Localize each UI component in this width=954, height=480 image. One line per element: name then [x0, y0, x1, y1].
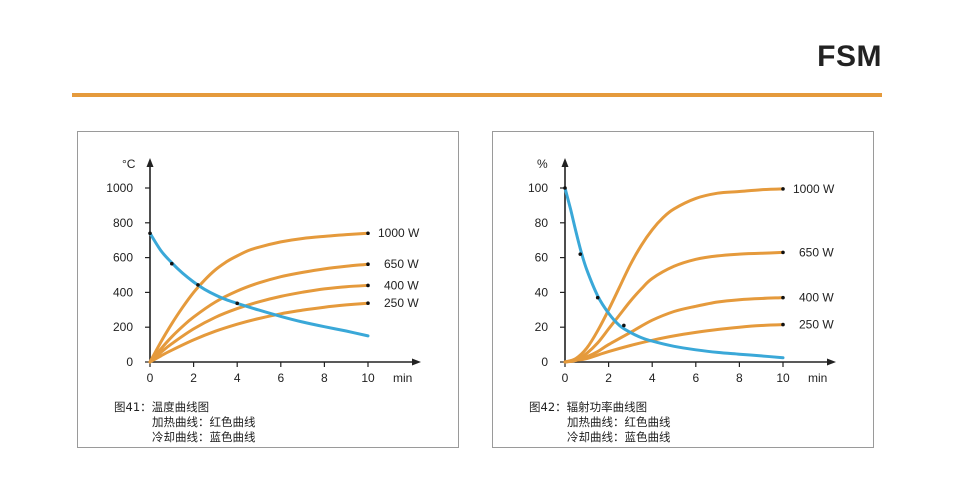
radiation-chart-panel: 0 20 40 60 80 100 0 2 4 6 8 10% min 1000 W 650 W 400 W 2… — [492, 131, 874, 448]
curve-marker-dot — [366, 231, 370, 236]
x-tick-label: 2 — [605, 371, 612, 385]
x-axis-arrow — [827, 358, 836, 366]
y-axis-label: % — [537, 157, 548, 171]
y-tick-label: 400 — [113, 285, 133, 299]
y-tick-label: 0 — [541, 355, 548, 369]
curve-marker-dot — [781, 322, 785, 327]
heating-curve-400w — [563, 296, 785, 364]
x-axis-label: min — [808, 371, 827, 385]
x-tick-label: 0 — [147, 371, 154, 385]
y-tick-label: 100 — [528, 181, 548, 195]
temperature-chart-caption: 图41：温度曲线图 加热曲线：红色曲线 冷却曲线：蓝色曲线 — [114, 400, 256, 445]
x-tick-label: 10 — [361, 371, 375, 385]
cooling-curve — [148, 231, 370, 338]
x-tick-label: 4 — [234, 371, 241, 385]
curve-marker-dot — [235, 301, 239, 306]
series-label: 400 W — [384, 278, 419, 292]
y-tick-label: 80 — [535, 216, 549, 230]
series-label: 650 W — [384, 257, 419, 271]
curve-marker-dot — [366, 301, 370, 305]
radiation-power-chart: 0 20 40 60 80 100 0 2 4 6 8 10% min 1000 W 650 W 400 W 2… — [528, 157, 836, 385]
y-tick-label: 600 — [113, 251, 133, 265]
series-label: 250 W — [384, 296, 419, 310]
curve-marker-dot — [781, 187, 785, 191]
heating-curve-400w — [148, 283, 370, 364]
curve-marker-dot — [622, 323, 626, 328]
y-axis-label: °C — [122, 157, 136, 171]
heating-curve-650w — [148, 262, 370, 364]
curve-marker-dot — [563, 186, 567, 190]
heating-curve-650w — [563, 250, 785, 364]
caption-title: 图42：辐射功率曲线图 — [529, 400, 648, 414]
temperature-chart: 0 200 400 600 800 1000 0 2 4 6 8 10 °C min 1000 W 650 W… — [106, 157, 421, 385]
y-tick-label: 40 — [535, 285, 549, 299]
y-tick-label: 0 — [126, 355, 133, 369]
caption-heating-line: 加热曲线：红色曲线 — [152, 415, 256, 429]
series-label: 1000 W — [378, 226, 420, 240]
y-tick-label: 200 — [113, 320, 133, 334]
curve-marker-dot — [148, 231, 152, 236]
curve-marker-dot — [781, 295, 785, 300]
x-tick-label: 6 — [692, 371, 699, 385]
curve-marker-dot — [595, 295, 600, 300]
header-rule — [72, 93, 882, 97]
caption-heating-line: 加热曲线：红色曲线 — [567, 415, 671, 429]
curve-marker-dot — [578, 252, 583, 256]
temperature-chart-panel: 0 200 400 600 800 1000 0 2 4 6 8 10 °C min 1000 W 650 W… — [77, 131, 459, 448]
y-axis-arrow — [561, 158, 569, 167]
heating-curve-250w — [148, 301, 370, 364]
heating-curve-250w — [563, 323, 785, 364]
heating-curve-1000w — [148, 231, 370, 364]
y-tick-label: 20 — [535, 320, 549, 334]
curve-marker-dot — [170, 261, 174, 266]
caption-title: 图41：温度曲线图 — [114, 400, 210, 414]
curve-marker-dot — [781, 250, 785, 255]
y-tick-label: 1000 — [106, 181, 133, 195]
x-tick-label: 8 — [321, 371, 328, 385]
series-label: 1000 W — [793, 182, 835, 196]
x-tick-label: 4 — [649, 371, 656, 385]
brand-logo: FSM — [817, 40, 882, 73]
x-tick-label: 6 — [277, 371, 284, 385]
series-label: 650 W — [799, 245, 834, 259]
x-tick-label: 10 — [776, 371, 790, 385]
caption-cooling-line: 冷却曲线：蓝色曲线 — [567, 430, 671, 444]
curve-marker-dot — [366, 262, 370, 267]
x-tick-label: 8 — [736, 371, 743, 385]
y-axis-arrow — [146, 158, 154, 167]
x-axis-label: min — [393, 371, 412, 385]
series-label: 250 W — [799, 318, 834, 332]
radiation-chart-caption: 图42：辐射功率曲线图 加热曲线：红色曲线 冷却曲线：蓝色曲线 — [529, 400, 671, 445]
curve-marker-dot — [196, 283, 200, 287]
curve-marker-dot — [366, 283, 370, 288]
x-tick-label: 2 — [190, 371, 197, 385]
y-tick-label: 60 — [535, 251, 549, 265]
heating-curve-1000w — [563, 187, 785, 364]
x-axis-arrow — [412, 358, 421, 366]
series-label: 400 W — [799, 291, 834, 305]
caption-cooling-line: 冷却曲线：蓝色曲线 — [152, 430, 256, 444]
y-tick-label: 800 — [113, 216, 133, 230]
x-tick-label: 0 — [562, 371, 569, 385]
cooling-curve — [563, 186, 785, 360]
